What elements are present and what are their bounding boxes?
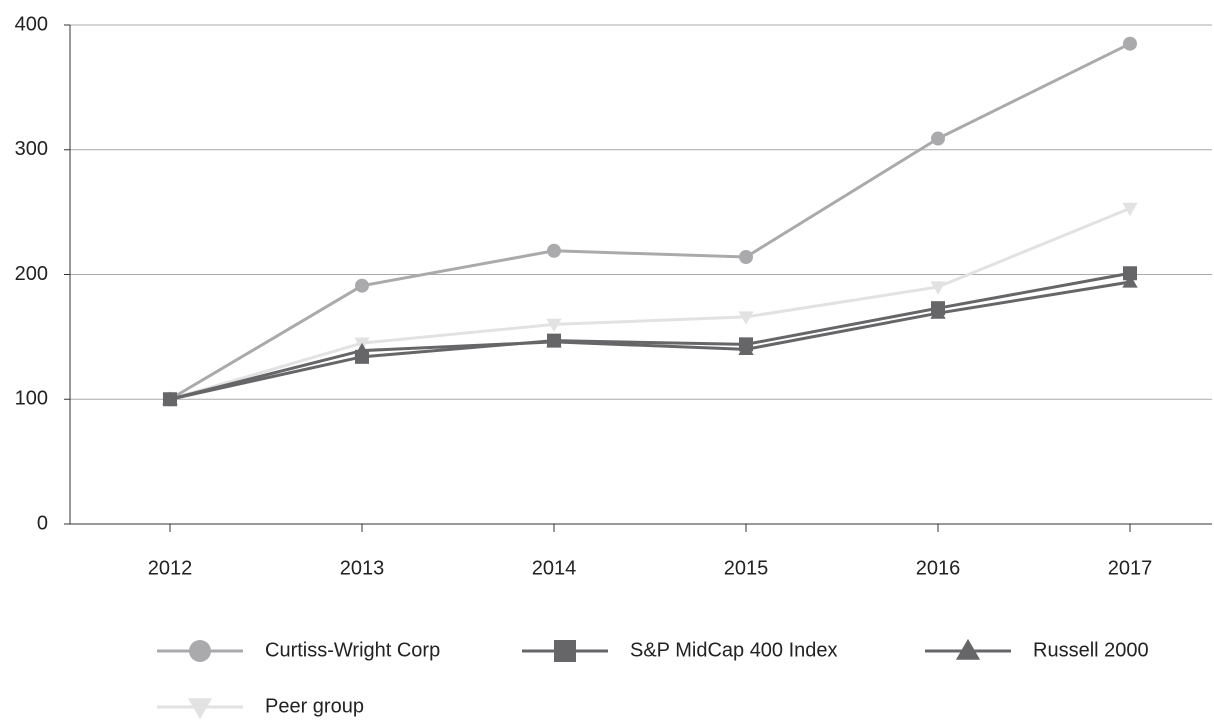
marker — [355, 278, 369, 293]
line — [169, 42, 1131, 401]
x-tick-label: 2013 — [340, 557, 385, 579]
legend-label: S&P MidCap 400 Index — [630, 639, 838, 661]
marker — [1123, 266, 1137, 281]
line — [169, 206, 1131, 401]
y-tick-label: 400 — [15, 13, 48, 35]
marker — [931, 301, 945, 316]
x-tick-label: 2012 — [148, 557, 193, 579]
marker — [546, 318, 562, 333]
legend-marker — [955, 638, 981, 660]
legend-marker — [187, 698, 213, 720]
y-tick-label: 200 — [15, 263, 48, 285]
marker — [739, 337, 753, 352]
y-tick-label: 300 — [15, 138, 48, 160]
marker — [739, 250, 753, 265]
line — [169, 271, 1131, 401]
marker — [547, 243, 561, 258]
legend-label: Peer group — [265, 695, 364, 717]
marker — [1122, 202, 1138, 217]
x-tick-label: 2015 — [724, 557, 769, 579]
y-tick-label: 100 — [15, 388, 48, 410]
marker — [1122, 274, 1138, 288]
x-tick-label: 2014 — [532, 557, 577, 579]
legend-label: Curtiss-Wright Corp — [265, 639, 440, 661]
line — [169, 280, 1131, 401]
marker — [931, 131, 945, 146]
marker — [738, 311, 754, 325]
y-tick-label: 0 — [37, 512, 48, 534]
marker — [355, 349, 369, 364]
x-tick-label: 2016 — [916, 557, 961, 579]
marker — [1123, 36, 1137, 51]
marker — [930, 281, 946, 295]
legend-marker — [554, 640, 576, 662]
marker — [163, 392, 177, 407]
legend-marker — [189, 640, 211, 662]
x-tick-label: 2017 — [1108, 557, 1153, 579]
legend-label: Russell 2000 — [1033, 639, 1149, 661]
marker — [547, 333, 561, 348]
